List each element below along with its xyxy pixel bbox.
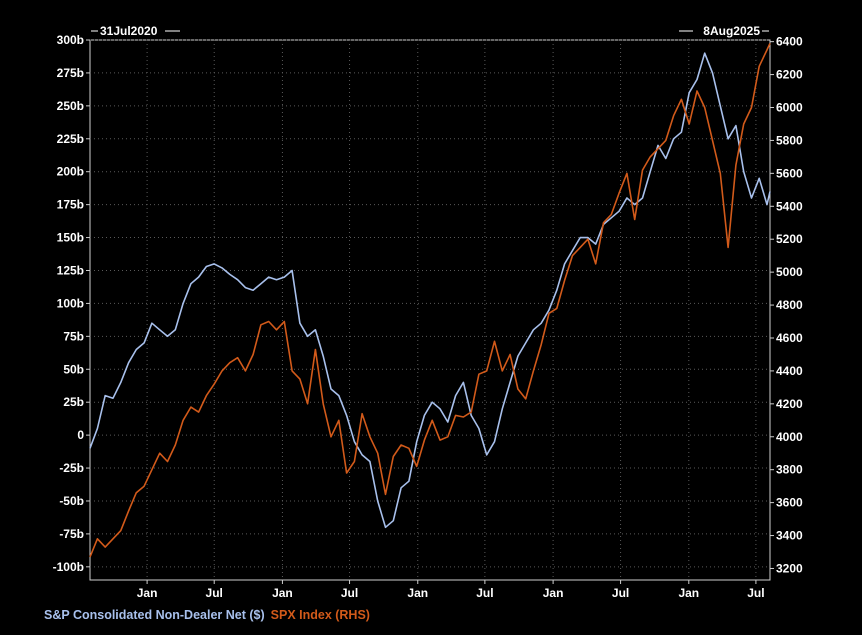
right-tick-label: 3200 bbox=[776, 561, 803, 575]
series-line-nondealer bbox=[89, 52, 771, 529]
x-axis-labels: Jan Jul Jan Jul Jan Jul Jan Jul Jan Jul bbox=[137, 586, 765, 600]
series-line-spx bbox=[89, 42, 771, 558]
right-tick-label: 3800 bbox=[776, 463, 803, 477]
right-tick-label: 4000 bbox=[776, 430, 803, 444]
left-tick-label: -75b bbox=[59, 527, 84, 541]
left-tick-label: 175b bbox=[57, 198, 84, 212]
x-tick-label: Jul bbox=[341, 586, 358, 600]
left-tick-label: 0 bbox=[77, 428, 84, 442]
plot-frame bbox=[89, 39, 771, 581]
right-tick-label: 5200 bbox=[776, 232, 803, 246]
right-tick-label: 4800 bbox=[776, 298, 803, 312]
left-tick-label: 275b bbox=[57, 66, 84, 80]
legend: S&P Consolidated Non-Dealer Net ($) SPX I… bbox=[44, 608, 376, 622]
left-tick-label: 100b bbox=[57, 296, 84, 310]
right-tick-label: 5400 bbox=[776, 199, 803, 213]
left-tick-label: -50b bbox=[59, 494, 84, 508]
x-tick-label: Jan bbox=[678, 586, 699, 600]
x-tick-label: Jan bbox=[407, 586, 428, 600]
x-tick-label: Jul bbox=[206, 586, 223, 600]
left-tick-label: -100b bbox=[53, 560, 84, 574]
start-date-marker: 31Jul2020 bbox=[91, 24, 180, 38]
right-tick-label: 5800 bbox=[776, 133, 803, 147]
start-date-label: 31Jul2020 bbox=[100, 24, 158, 38]
x-tick-label: Jul bbox=[747, 586, 764, 600]
grid bbox=[90, 39, 770, 580]
right-axis-labels: 6400 6200 6000 5800 5600 5400 5200 5000 4800 4600… bbox=[776, 35, 803, 576]
left-tick-label: 25b bbox=[63, 395, 84, 409]
right-tick-label: 3400 bbox=[776, 529, 803, 543]
left-tick-label: 125b bbox=[57, 263, 84, 277]
left-tick-label: 300b bbox=[57, 33, 84, 47]
right-tick-label: 6200 bbox=[776, 68, 803, 82]
left-tick-label: 250b bbox=[57, 99, 84, 113]
right-tick-label: 4400 bbox=[776, 364, 803, 378]
tick-marks bbox=[86, 39, 774, 584]
x-tick-label: Jan bbox=[543, 586, 564, 600]
x-tick-label: Jul bbox=[612, 586, 629, 600]
right-tick-label: 6400 bbox=[776, 35, 803, 49]
x-tick-label: Jul bbox=[476, 586, 493, 600]
x-tick-label: Jan bbox=[272, 586, 293, 600]
left-tick-label: 200b bbox=[57, 165, 84, 179]
right-tick-label: 5600 bbox=[776, 166, 803, 180]
series-lines bbox=[89, 42, 771, 558]
right-tick-label: 4600 bbox=[776, 331, 803, 345]
right-tick-label: 6000 bbox=[776, 101, 803, 115]
right-tick-label: 3600 bbox=[776, 496, 803, 510]
left-tick-label: 150b bbox=[57, 231, 84, 245]
right-tick-label: 5000 bbox=[776, 265, 803, 279]
x-tick-label: Jan bbox=[137, 586, 158, 600]
left-axis-labels: 300b 275b 250b 225b 200b 175b 150b 125b 100b 75b 5… bbox=[53, 33, 85, 574]
end-date-label: 8Aug2025 bbox=[703, 24, 760, 38]
left-tick-label: 75b bbox=[63, 329, 84, 343]
left-tick-label: 50b bbox=[63, 362, 84, 376]
legend-entry-spx: SPX Index (RHS) bbox=[270, 608, 370, 622]
left-tick-label: -25b bbox=[59, 461, 84, 475]
right-tick-label: 4200 bbox=[776, 397, 803, 411]
left-tick-label: 225b bbox=[57, 132, 84, 146]
end-date-marker: 8Aug2025 bbox=[679, 24, 769, 38]
legend-entry-nondealer: S&P Consolidated Non-Dealer Net ($) bbox=[44, 608, 265, 622]
